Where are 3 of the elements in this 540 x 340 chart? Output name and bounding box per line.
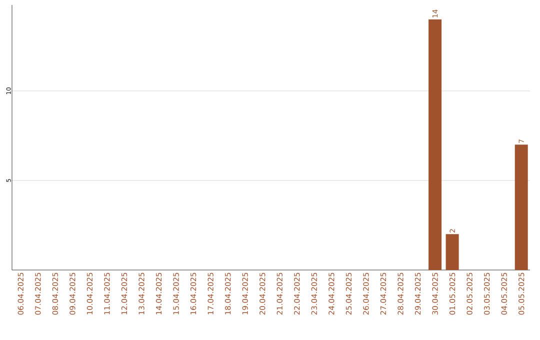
bar [446,234,459,270]
bar [428,19,442,270]
bar [514,144,528,270]
